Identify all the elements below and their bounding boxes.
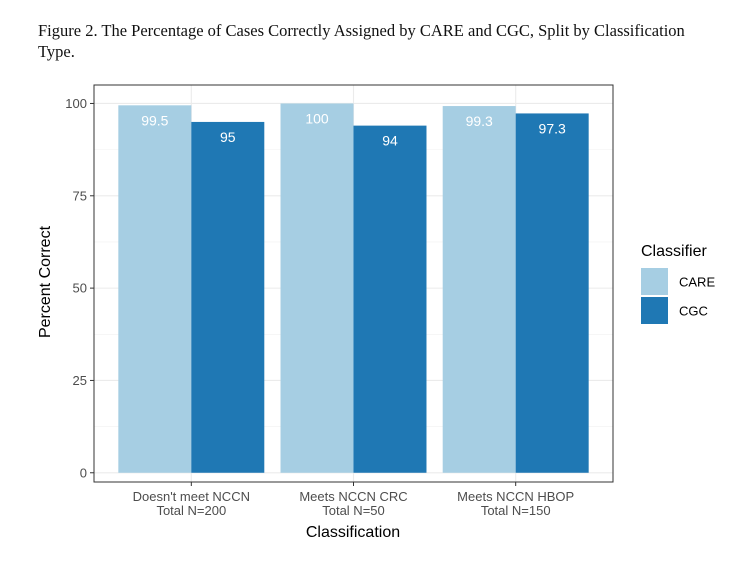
bar-care: [118, 105, 192, 473]
data-label: 100: [305, 110, 329, 126]
x-axis-title: Classification: [306, 524, 400, 541]
x-tick-label-line: Total N=150: [481, 503, 551, 518]
x-tick-label: Meets NCCN HBOP Total N=150: [457, 489, 574, 518]
x-tick-label: Meets NCCN CRC Total N=50: [299, 489, 407, 518]
data-label: 95: [220, 129, 236, 145]
legend-key-care: [641, 268, 668, 295]
y-axis-title: Percent Correct: [37, 225, 54, 338]
y-tick-label: 100: [65, 96, 87, 111]
y-tick-label: 25: [73, 373, 87, 388]
data-label: 99.3: [466, 113, 493, 129]
data-label: 97.3: [539, 120, 566, 136]
y-tick-label: 50: [73, 281, 87, 296]
axes: 0 25 50 75 100 Doesn't meet NCCN Total N=200 Me…: [65, 96, 574, 518]
bar-cgc: [515, 113, 589, 473]
legend-key-cgc: [641, 297, 668, 324]
data-label: 99.5: [141, 112, 168, 128]
x-tick-label-line: Total N=200: [156, 503, 226, 518]
x-tick-label-line: Meets NCCN CRC: [299, 489, 407, 504]
x-tick-label-line: Total N=50: [322, 503, 385, 518]
legend: Classifier CARE CGC: [641, 243, 715, 324]
legend-title: Classifier: [641, 243, 707, 260]
data-labels: 99.5 100 99.3 95 94 97.3: [141, 110, 566, 148]
x-tick-label-line: Meets NCCN HBOP: [457, 489, 574, 504]
bar-cgc: [191, 121, 265, 473]
y-tick-label: 0: [80, 465, 87, 480]
bar-care: [442, 106, 516, 473]
legend-label: CGC: [679, 304, 708, 319]
bars: [118, 103, 589, 473]
y-tick-label: 75: [73, 188, 87, 203]
x-tick-label-line: Doesn't meet NCCN: [133, 489, 250, 504]
figure-title: Figure 2. The Percentage of Cases Correc…: [38, 21, 685, 61]
bar-cgc: [353, 125, 427, 473]
legend-label: CARE: [679, 275, 715, 290]
data-label: 94: [382, 133, 398, 149]
x-tick-label: Doesn't meet NCCN Total N=200: [133, 489, 250, 518]
bar-care: [280, 103, 354, 473]
